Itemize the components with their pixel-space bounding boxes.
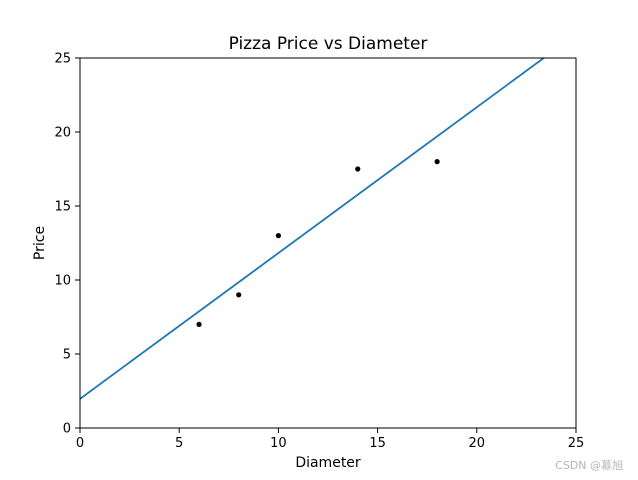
y-tick-label: 25 [54,52,71,67]
y-ticks: 0 5 10 15 20 25 [54,52,80,437]
data-point [434,159,440,165]
data-point [196,321,202,327]
y-tick-label: 0 [63,422,71,437]
x-tick-label: 20 [469,436,486,451]
axes-frame [79,57,577,429]
x-tick-label: 25 [568,436,585,451]
y-tick-label: 20 [54,126,71,141]
x-tick-label: 10 [270,436,287,451]
x-tick-label: 0 [76,436,84,451]
y-tick-label: 5 [63,348,71,363]
data-points [196,159,440,327]
data-point [275,233,281,239]
chart-title: Pizza Price vs Diameter [229,34,428,54]
fit-line-layer [80,58,546,400]
y-tick-label: 10 [54,274,71,289]
x-ticks: 0 5 10 15 20 25 [76,428,584,451]
data-point [236,292,242,298]
x-tick-label: 5 [175,436,183,451]
plot-area [80,58,576,428]
watermark: CSDN @慕旭 [555,458,623,472]
x-axis-label: Diameter [295,455,361,471]
y-tick-label: 15 [54,200,71,215]
x-tick-label: 15 [369,436,386,451]
y-axis-label: Price [32,226,48,260]
data-point [355,166,361,172]
fit-line [80,58,546,400]
